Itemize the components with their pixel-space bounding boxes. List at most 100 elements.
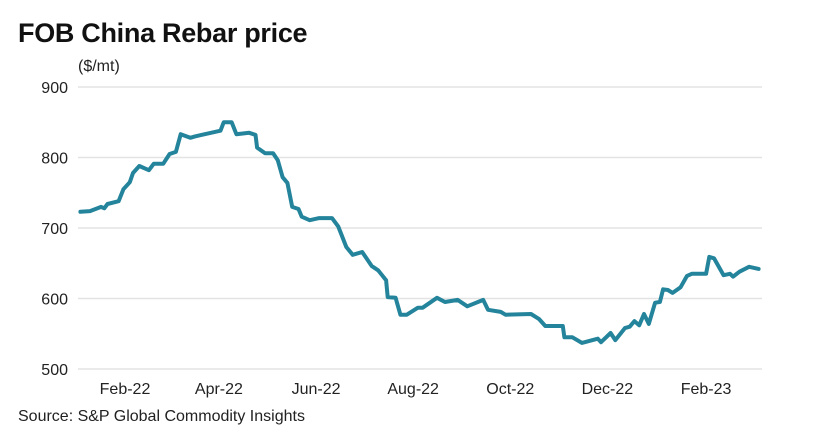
data-point bbox=[386, 295, 390, 299]
data-point bbox=[218, 129, 223, 133]
data-point bbox=[661, 287, 665, 291]
data-point bbox=[285, 181, 289, 185]
data-point bbox=[728, 272, 732, 276]
y-axis-unit-label: ($/mt) bbox=[78, 58, 120, 75]
data-point bbox=[376, 268, 380, 272]
data-point bbox=[666, 288, 670, 292]
data-point bbox=[653, 301, 657, 305]
data-point bbox=[486, 308, 490, 312]
data-point bbox=[234, 132, 239, 136]
data-point bbox=[435, 296, 439, 300]
x-tick-label: Aug-22 bbox=[387, 381, 439, 398]
data-point bbox=[300, 215, 304, 219]
data-point bbox=[543, 324, 547, 328]
x-tick-label: Feb-22 bbox=[100, 381, 151, 398]
data-point bbox=[465, 304, 469, 308]
x-tick-label: Jun-22 bbox=[292, 381, 341, 398]
source-note: Source: S&P Global Commodity Insights bbox=[18, 408, 305, 425]
data-point bbox=[623, 326, 627, 330]
data-point bbox=[317, 216, 321, 220]
y-tick-label: 900 bbox=[41, 80, 68, 97]
data-point bbox=[199, 133, 204, 137]
data-point bbox=[384, 278, 388, 282]
data-point bbox=[351, 253, 355, 257]
data-point bbox=[596, 337, 600, 341]
data-point bbox=[481, 298, 485, 302]
data-point bbox=[276, 158, 280, 162]
data-point bbox=[147, 168, 151, 172]
data-point bbox=[704, 272, 708, 276]
y-tick-label: 700 bbox=[41, 221, 68, 238]
data-point bbox=[131, 171, 135, 175]
data-point bbox=[443, 300, 447, 304]
y-tick-label: 800 bbox=[41, 151, 68, 168]
data-point bbox=[632, 319, 637, 323]
data-point bbox=[580, 341, 584, 345]
x-tick-label: Dec-22 bbox=[582, 381, 634, 398]
data-point bbox=[308, 218, 312, 222]
data-point bbox=[230, 120, 234, 124]
data-point bbox=[608, 331, 613, 335]
x-tick-label: Apr-22 bbox=[195, 381, 243, 398]
data-point bbox=[222, 120, 226, 124]
data-point bbox=[193, 134, 197, 138]
data-point bbox=[570, 335, 574, 339]
data-point bbox=[499, 310, 503, 314]
y-tick-label: 500 bbox=[41, 362, 68, 379]
data-point bbox=[599, 340, 603, 344]
x-tick-label: Oct-22 bbox=[486, 381, 534, 398]
data-point bbox=[398, 313, 403, 317]
data-point bbox=[679, 285, 683, 289]
data-point bbox=[121, 187, 126, 191]
data-point bbox=[174, 150, 178, 154]
data-point bbox=[99, 205, 103, 209]
data-point bbox=[117, 199, 121, 203]
data-point bbox=[647, 322, 651, 326]
data-point bbox=[209, 131, 213, 135]
data-point bbox=[658, 300, 662, 304]
data-point bbox=[296, 207, 301, 211]
data-point bbox=[562, 335, 566, 339]
data-point bbox=[336, 224, 340, 229]
data-point bbox=[529, 312, 533, 316]
data-point bbox=[405, 313, 409, 317]
data-point bbox=[255, 146, 259, 150]
data-point bbox=[102, 206, 106, 210]
data-point bbox=[263, 151, 267, 155]
chart-title: FOB China Rebar price bbox=[18, 18, 308, 48]
data-point bbox=[747, 265, 751, 269]
data-point bbox=[671, 291, 675, 295]
data-point bbox=[247, 131, 251, 135]
data-point bbox=[271, 151, 275, 155]
data-point bbox=[253, 133, 258, 137]
data-point bbox=[188, 136, 192, 140]
data-point bbox=[394, 296, 398, 300]
data-point bbox=[290, 205, 294, 209]
data-point bbox=[167, 152, 172, 156]
data-point bbox=[137, 164, 141, 168]
x-tick-label: Feb-23 bbox=[681, 381, 732, 398]
data-point bbox=[152, 162, 156, 166]
data-point bbox=[281, 175, 285, 179]
data-point bbox=[421, 306, 425, 310]
data-point bbox=[78, 210, 83, 214]
data-point bbox=[330, 216, 334, 220]
data-point bbox=[105, 202, 110, 206]
data-point bbox=[690, 272, 694, 276]
data-point bbox=[360, 250, 364, 254]
data-point bbox=[721, 273, 726, 277]
data-point bbox=[88, 209, 92, 213]
data-point bbox=[613, 338, 617, 342]
data-point bbox=[416, 306, 420, 310]
data-point bbox=[757, 267, 761, 271]
data-point bbox=[731, 275, 735, 279]
data-point bbox=[503, 313, 508, 317]
data-point bbox=[707, 255, 711, 259]
data-point bbox=[370, 264, 374, 268]
data-point bbox=[628, 325, 632, 329]
data-point bbox=[637, 323, 641, 327]
data-point bbox=[344, 245, 348, 249]
data-point bbox=[179, 132, 183, 136]
data-point bbox=[712, 256, 716, 260]
